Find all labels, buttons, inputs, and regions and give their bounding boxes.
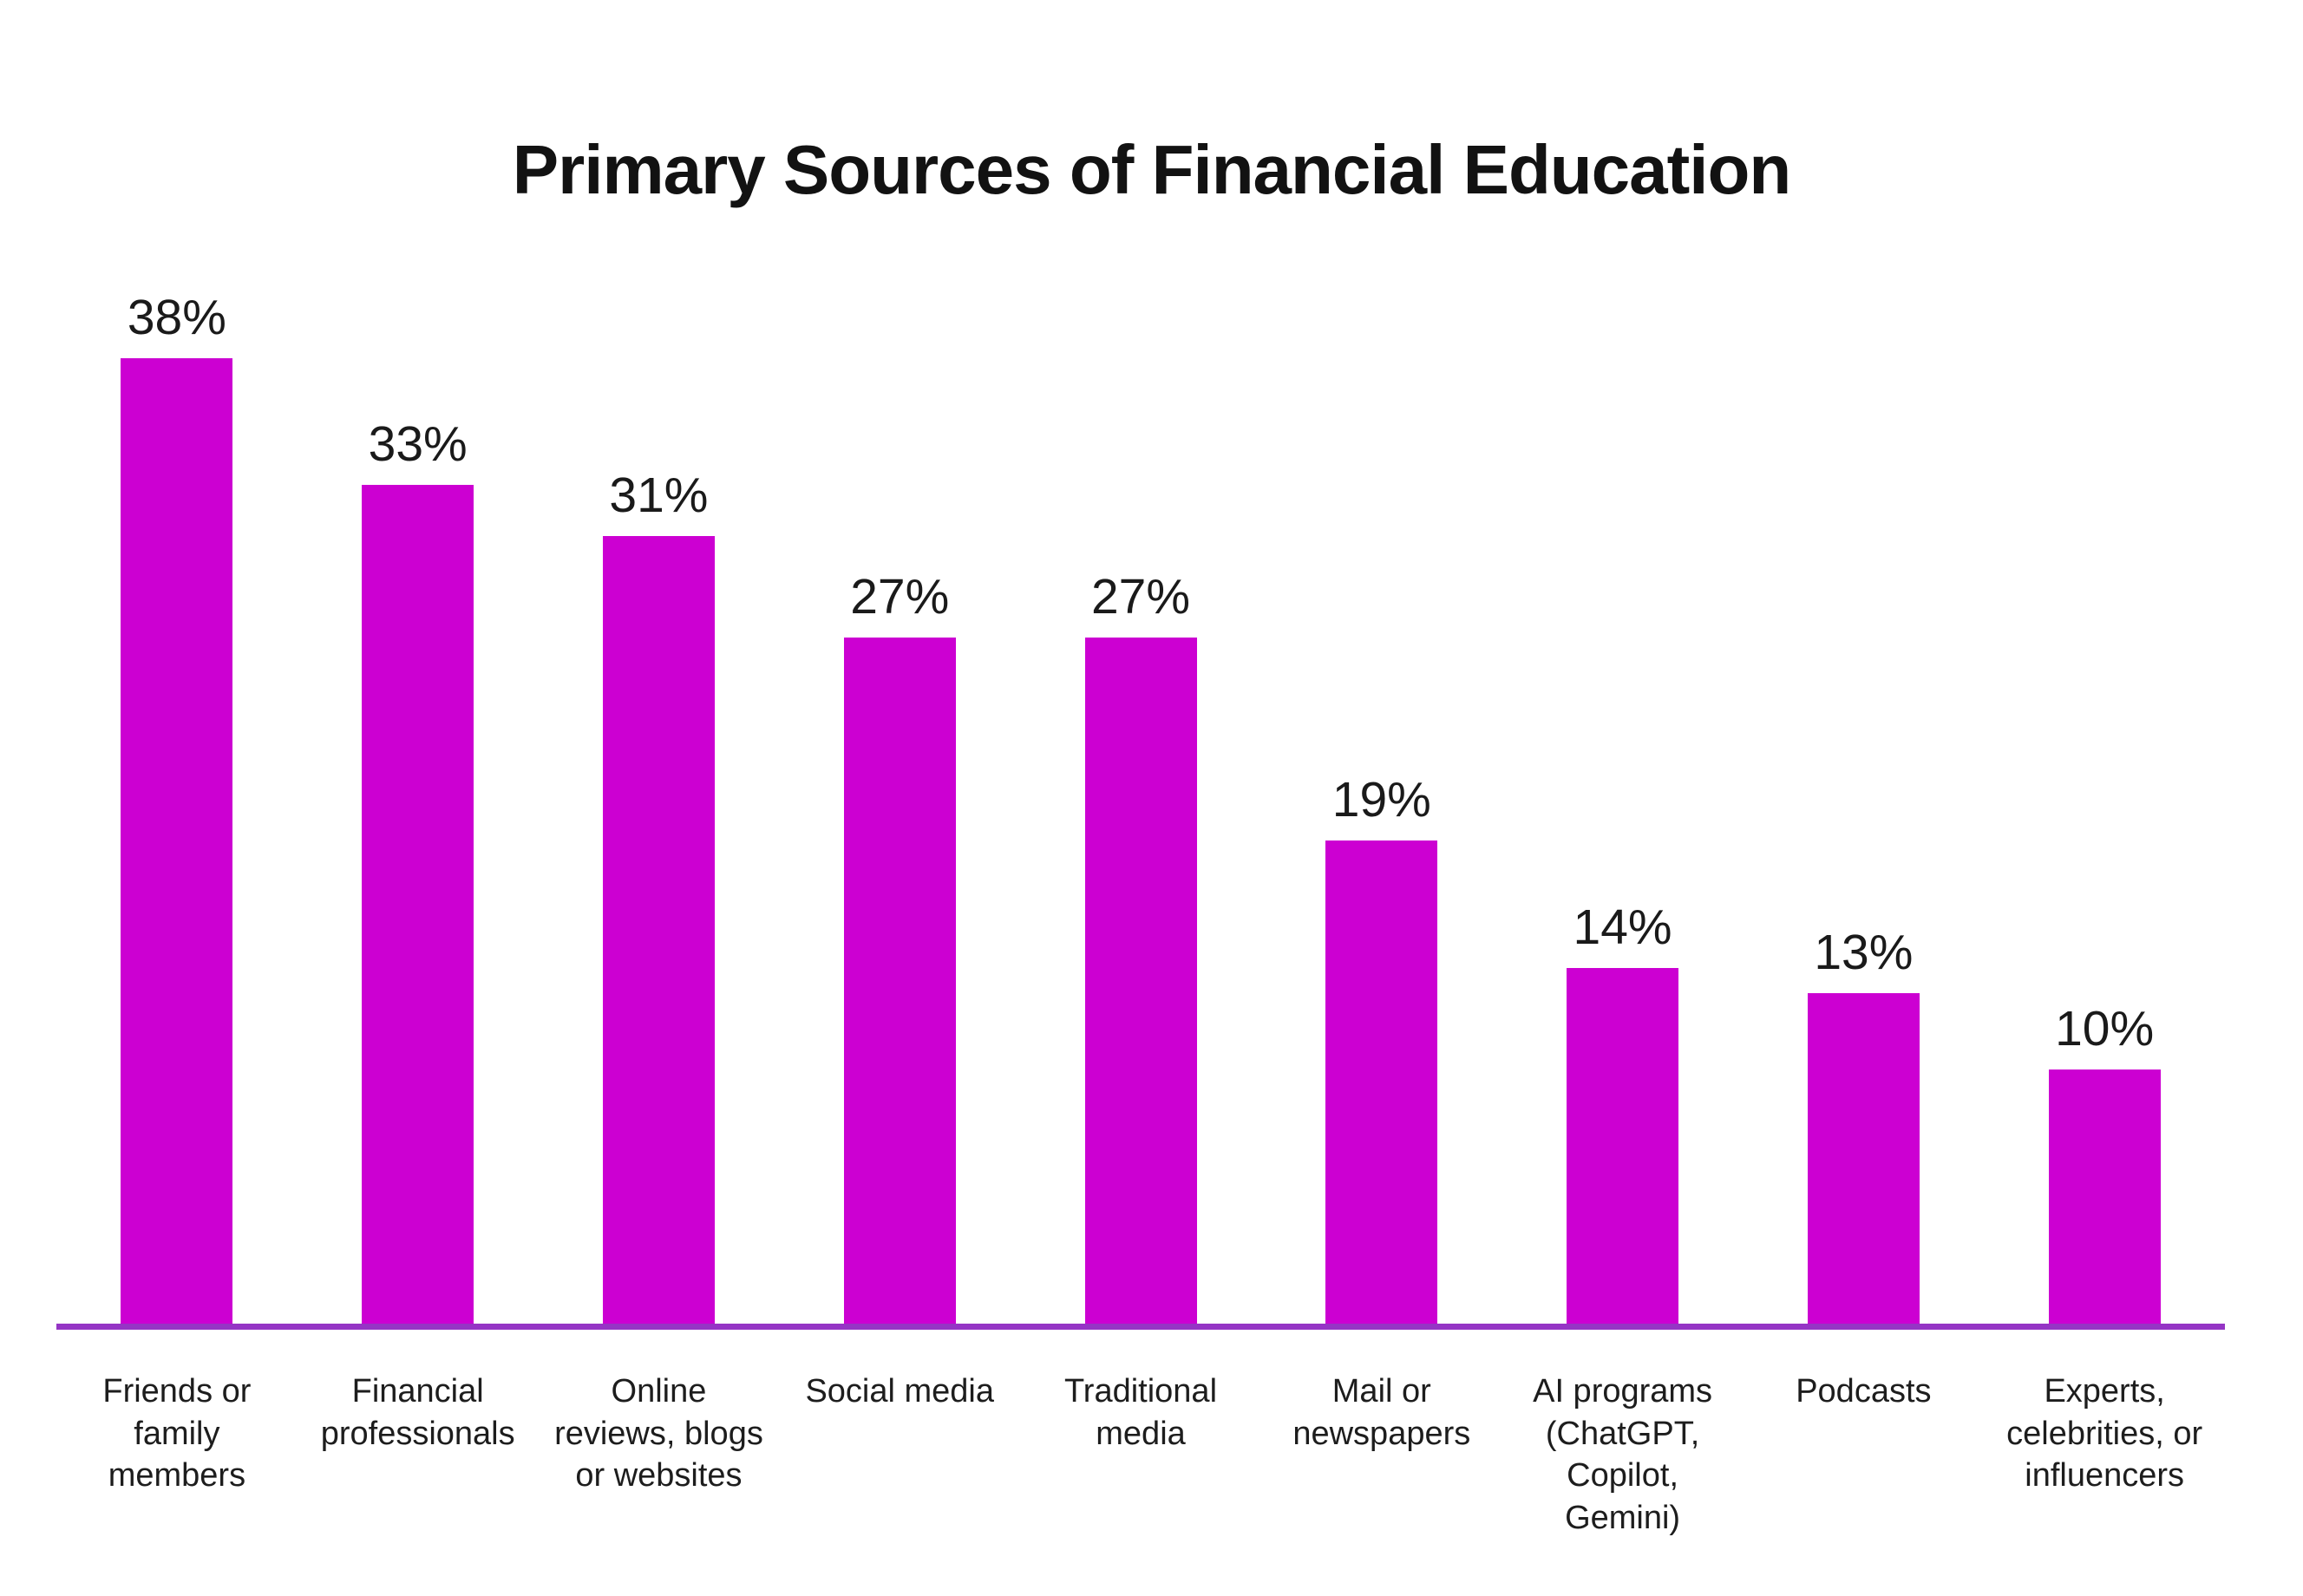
bar [121, 358, 233, 1324]
category-label: Financial professionals [320, 1373, 515, 1452]
bars-row: 38% 33% 31% 27% 27% 19% 14% 13% 10% [56, 293, 2225, 1324]
bar-value-label: 27% [850, 569, 950, 625]
bar-column: 19% [1261, 775, 1502, 1324]
bar-value-label: 38% [127, 290, 226, 345]
bar-value-label: 14% [1573, 899, 1672, 955]
bar-column: 10% [1984, 1004, 2225, 1324]
category-label: Social media [805, 1373, 995, 1410]
category-label: Friends or family members [102, 1373, 252, 1495]
category-label: Traditional media [1064, 1373, 1218, 1452]
bar-value-label: 13% [1814, 925, 1914, 980]
bar [843, 638, 956, 1324]
bar-value-label: 19% [1331, 772, 1431, 827]
bar-column: 38% [56, 293, 298, 1324]
bar-column: 27% [1020, 572, 1261, 1324]
bar [1325, 841, 1438, 1324]
bar [362, 485, 474, 1324]
bar [2048, 1069, 2161, 1324]
bar-value-label: 31% [609, 468, 709, 523]
bar-column: 31% [539, 471, 780, 1324]
labels-row: Friends or family members Financial prof… [56, 1370, 2225, 1540]
bar-column: 27% [779, 572, 1020, 1324]
bar [1567, 968, 1679, 1324]
bar-column: 33% [298, 420, 539, 1324]
chart-title: Primary Sources of Financial Education [512, 131, 1792, 208]
bar [602, 536, 715, 1324]
category-label: Online reviews, blogs or websites [554, 1373, 763, 1495]
bar-value-label: 33% [368, 416, 468, 472]
bar-column: 14% [1502, 903, 1744, 1324]
bar [1807, 993, 1920, 1324]
bar-value-label: 27% [1090, 569, 1191, 625]
x-axis-baseline [56, 1324, 2225, 1330]
category-label: Podcasts [1796, 1373, 1932, 1410]
bar-value-label: 10% [2055, 1001, 2155, 1056]
category-label: Mail or newspapers [1292, 1373, 1471, 1452]
bar-column: 13% [1743, 928, 1984, 1324]
category-label: Experts, celebrities, or influencers [2006, 1373, 2203, 1495]
category-label: AI programs (ChatGPT, Copilot, Gemini) [1533, 1373, 1713, 1536]
bar [1084, 638, 1197, 1324]
